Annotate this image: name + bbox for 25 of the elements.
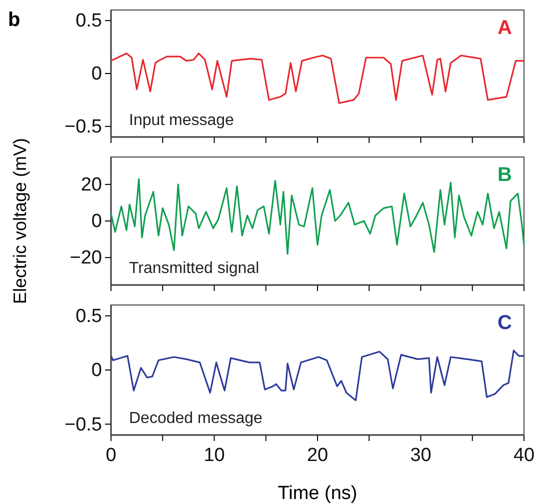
annotation: C: [498, 312, 512, 334]
y-tick-label: −0.5: [64, 414, 102, 436]
x-axis-title: Time (ns): [278, 483, 358, 504]
annotation: Decoded message: [129, 410, 263, 427]
annotation: Transmitted signal: [129, 260, 260, 277]
x-tick-label: 20: [306, 445, 328, 466]
x-tick-label: 10: [204, 445, 225, 466]
line-series: [110, 52, 525, 104]
annotation: Input message: [129, 112, 234, 129]
y-axis-title: Electric voltage (mV): [10, 138, 30, 304]
annotation: B: [498, 164, 512, 186]
y-tick-label: 20: [80, 174, 102, 196]
y-tick-label: 0: [91, 64, 102, 85]
x-tick-label: 30: [410, 445, 432, 466]
y-tick-label: −20: [70, 248, 102, 269]
y-tick-label: 0: [91, 211, 102, 232]
x-tick-label: 40: [513, 445, 535, 466]
chart-title: b: [8, 9, 20, 31]
annotation: A: [498, 17, 512, 39]
y-tick-label: −0.5: [64, 116, 102, 138]
x-tick-label: 0: [106, 445, 116, 466]
y-tick-label: 0.5: [76, 10, 102, 32]
y-tick-label: 0: [91, 360, 102, 382]
line-series: [110, 350, 525, 402]
y-tick-label: 0.5: [76, 306, 102, 327]
